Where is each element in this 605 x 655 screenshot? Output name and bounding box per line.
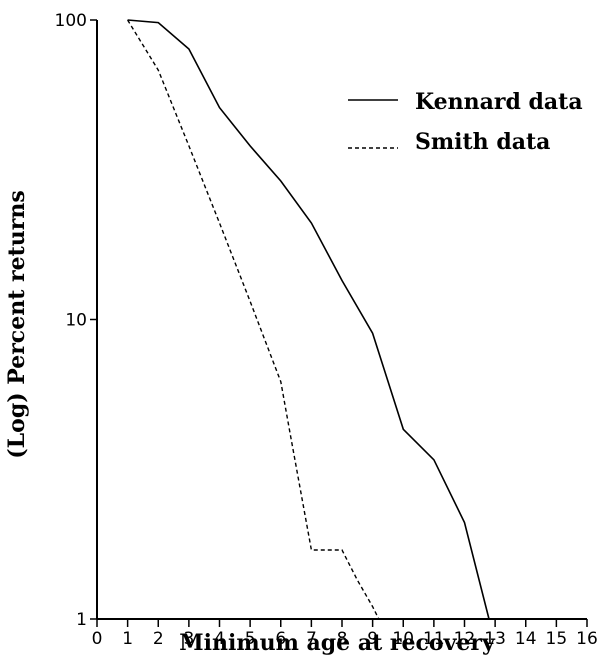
y-axis-title: (Log) Percent returns <box>4 190 30 458</box>
x-tick-label: 5 <box>245 629 256 649</box>
plot-area <box>127 19 490 620</box>
x-tick-label: 12 <box>454 629 476 649</box>
y-tick-label: 1 <box>76 610 87 630</box>
x-tick-label: 9 <box>367 629 378 649</box>
y-tick-label: 100 <box>55 11 87 31</box>
x-tick-label: 11 <box>423 629 445 649</box>
x-tick-label: 14 <box>515 629 537 649</box>
legend: Kennard data Smith data <box>348 89 583 155</box>
legend-label-kennard: Kennard data <box>415 89 583 115</box>
x-tick-label: 13 <box>484 629 506 649</box>
x-axis-title: Minimum age at recovery <box>179 630 496 655</box>
x-tick-label: 1 <box>122 629 133 649</box>
x-tick-label: 2 <box>153 629 164 649</box>
x-tick-label: 7 <box>306 629 317 649</box>
legend-label-smith: Smith data <box>415 129 550 155</box>
series-line-kennard <box>127 19 490 620</box>
x-tick-label: 3 <box>183 629 194 649</box>
x-tick-label: 10 <box>392 629 414 649</box>
x-tick-label: 8 <box>337 629 348 649</box>
x-tick-label: 4 <box>214 629 225 649</box>
series-line-smith <box>127 19 380 620</box>
x-tick-label: 16 <box>576 629 598 649</box>
x-tick-label: 6 <box>275 629 286 649</box>
x-tick-label: 0 <box>92 629 103 649</box>
y-tick-label: 10 <box>65 311 87 331</box>
x-tick-label: 15 <box>546 629 568 649</box>
